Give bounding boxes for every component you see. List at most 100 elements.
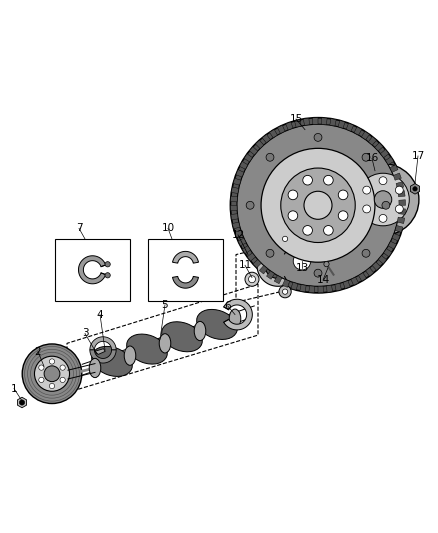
- Text: 7: 7: [76, 223, 82, 233]
- Circle shape: [382, 201, 390, 209]
- Polygon shape: [231, 214, 238, 220]
- Text: 5: 5: [162, 300, 168, 310]
- Polygon shape: [372, 262, 381, 270]
- Polygon shape: [236, 169, 244, 177]
- Polygon shape: [326, 285, 332, 293]
- Polygon shape: [399, 200, 406, 205]
- Polygon shape: [238, 238, 246, 246]
- Circle shape: [266, 249, 274, 257]
- Circle shape: [357, 173, 409, 226]
- Circle shape: [35, 356, 70, 391]
- Circle shape: [246, 201, 254, 209]
- Polygon shape: [269, 130, 278, 138]
- Polygon shape: [359, 273, 367, 281]
- Text: 12: 12: [231, 230, 245, 240]
- Circle shape: [19, 400, 25, 405]
- Circle shape: [379, 214, 387, 222]
- Polygon shape: [410, 183, 420, 194]
- Polygon shape: [366, 268, 374, 276]
- Polygon shape: [233, 178, 241, 185]
- Polygon shape: [399, 209, 406, 214]
- Circle shape: [279, 233, 291, 245]
- Text: 6: 6: [225, 301, 231, 311]
- Polygon shape: [330, 119, 336, 126]
- Polygon shape: [309, 286, 314, 293]
- Polygon shape: [95, 349, 105, 354]
- Polygon shape: [300, 285, 306, 292]
- Circle shape: [374, 191, 392, 208]
- Polygon shape: [381, 149, 389, 158]
- Circle shape: [396, 186, 403, 194]
- Text: 13: 13: [295, 263, 309, 273]
- Polygon shape: [240, 161, 248, 169]
- Text: 14: 14: [316, 275, 330, 285]
- Polygon shape: [390, 165, 398, 172]
- Circle shape: [363, 205, 371, 213]
- Polygon shape: [173, 277, 198, 288]
- Polygon shape: [368, 136, 377, 145]
- Polygon shape: [321, 118, 327, 125]
- Polygon shape: [274, 276, 282, 284]
- Polygon shape: [90, 350, 116, 363]
- Circle shape: [303, 175, 312, 185]
- Polygon shape: [283, 279, 290, 287]
- Text: 2: 2: [35, 346, 41, 357]
- Circle shape: [237, 124, 399, 286]
- Polygon shape: [90, 337, 116, 350]
- Bar: [55, 239, 130, 301]
- Circle shape: [283, 289, 288, 294]
- Ellipse shape: [159, 334, 171, 353]
- Polygon shape: [247, 253, 255, 261]
- Circle shape: [379, 177, 387, 184]
- Polygon shape: [392, 233, 400, 241]
- Ellipse shape: [127, 334, 167, 364]
- Circle shape: [413, 187, 417, 191]
- Circle shape: [230, 118, 406, 293]
- Circle shape: [363, 186, 371, 194]
- Polygon shape: [343, 280, 350, 288]
- Polygon shape: [397, 217, 405, 223]
- Ellipse shape: [92, 346, 132, 376]
- Text: 1: 1: [11, 384, 18, 393]
- Ellipse shape: [194, 321, 206, 341]
- Polygon shape: [78, 256, 106, 284]
- Polygon shape: [244, 154, 252, 162]
- Circle shape: [338, 211, 348, 221]
- Text: 3: 3: [82, 328, 88, 338]
- Polygon shape: [393, 173, 401, 180]
- Circle shape: [362, 249, 370, 257]
- Circle shape: [362, 154, 370, 161]
- Polygon shape: [173, 252, 198, 263]
- Text: 15: 15: [290, 114, 303, 124]
- Text: 16: 16: [365, 154, 378, 164]
- Polygon shape: [351, 277, 359, 285]
- Circle shape: [105, 262, 110, 267]
- Circle shape: [248, 276, 255, 282]
- Polygon shape: [354, 127, 362, 135]
- Polygon shape: [255, 140, 264, 149]
- Circle shape: [279, 286, 291, 298]
- Circle shape: [39, 377, 44, 383]
- Circle shape: [338, 190, 348, 200]
- Circle shape: [60, 377, 65, 383]
- Polygon shape: [262, 134, 270, 143]
- Polygon shape: [312, 118, 318, 124]
- Polygon shape: [259, 265, 268, 274]
- Circle shape: [288, 211, 298, 221]
- Polygon shape: [398, 191, 405, 197]
- Ellipse shape: [124, 346, 136, 365]
- Polygon shape: [18, 397, 27, 408]
- Circle shape: [105, 273, 110, 278]
- Circle shape: [281, 168, 355, 243]
- Polygon shape: [266, 271, 275, 279]
- Circle shape: [245, 272, 259, 286]
- Polygon shape: [335, 284, 342, 291]
- Circle shape: [304, 191, 332, 219]
- Circle shape: [314, 133, 322, 141]
- Polygon shape: [378, 256, 387, 264]
- Polygon shape: [231, 187, 239, 193]
- Circle shape: [324, 225, 333, 235]
- Text: 11: 11: [238, 260, 251, 270]
- Polygon shape: [388, 241, 396, 249]
- Polygon shape: [235, 230, 243, 238]
